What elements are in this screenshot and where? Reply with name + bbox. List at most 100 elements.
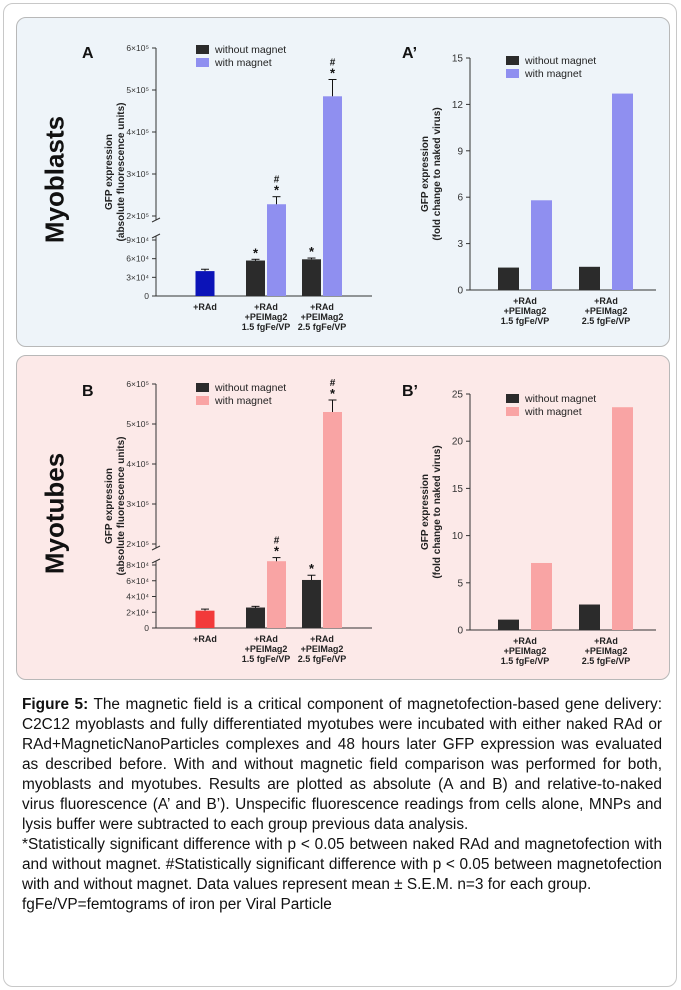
panel-B-category-label: +RAd (310, 634, 334, 644)
panel-B-y-tick-label: 5×10⁵ (126, 419, 149, 429)
panel-A-letter: A (82, 45, 94, 62)
panel-B-prime-y-tick-label: 10 (452, 531, 464, 542)
myoblasts-panel (16, 17, 670, 347)
chart-panel-A-prime: A’ 0 3 6 9 12 15 GFP expression (fold change to … (402, 45, 656, 326)
panel-B-prime-category-label: +PEIMag2 (585, 646, 628, 656)
panel-B-bar (267, 561, 286, 628)
panel-A-ylabel-line: (absolute fluorescence units) (116, 103, 127, 242)
panel-B-prime-y-tick-label: 5 (457, 578, 463, 589)
panel-A-prime-y-tick-label: 6 (457, 193, 463, 204)
panel-A-y-tick-label: 6×10⁴ (126, 254, 149, 264)
panel-B-legend-swatch-without (196, 383, 209, 392)
panel-A-prime-y-tick-label: 9 (457, 146, 463, 157)
chart-panel-B: B 0 2×10⁴ 4×10⁴ 6×10⁴ 8×10⁴ 2×10⁵ 3×10⁵ 4×10⁵ 5×1… (82, 378, 372, 664)
panel-B-significance-star: * (330, 386, 336, 401)
panel-B-prime-bar (612, 407, 633, 630)
panel-A-ylabel-line: GFP expression (104, 134, 115, 210)
panel-A-y-tick-label: 6×10⁵ (126, 43, 149, 53)
panel-B-legend-label-without: without magnet (214, 382, 286, 394)
panel-B-significance-hash: # (274, 536, 280, 547)
panel-A-axis-break-mark (151, 217, 161, 223)
panel-B-axis-break-mark (151, 558, 161, 564)
panel-A-bar (302, 259, 321, 296)
panel-B-prime-legend-label-without: without magnet (524, 393, 596, 405)
panel-B-prime-category-label: +PEIMag2 (504, 646, 547, 656)
panel-A-significance-star: * (309, 244, 315, 259)
panel-B-bar (195, 610, 215, 628)
panel-B-prime-y-tick-label: 25 (452, 390, 464, 401)
caption-significance-note: *Statistically significant difference wi… (22, 836, 662, 893)
panel-B-y-tick-label: 6×10⁵ (126, 379, 149, 389)
chart-panel-B-prime: B’ 0 5 10 15 20 25 GFP expression (fold change t… (402, 383, 656, 666)
panel-A-category-label: +PEIMag2 (245, 312, 288, 322)
panel-A-legend-swatch-with (196, 58, 209, 67)
panel-A-significance-star: * (253, 245, 259, 260)
panel-B-prime-category-label: 1.5 fgFe/VP (501, 656, 550, 666)
panel-B-category-label: 1.5 fgFe/VP (242, 654, 291, 664)
panel-A-prime-ylabel-line: (fold change to naked virus) (432, 107, 443, 240)
panel-B-prime-y-tick-label: 0 (457, 626, 463, 637)
figure-frame (3, 3, 677, 987)
panel-A-prime-legend-label-without: without magnet (524, 55, 596, 67)
panel-B-y-tick-label: 4×10⁴ (126, 592, 149, 602)
panel-A-y-tick-label: 9×10⁴ (126, 235, 149, 245)
panel-B-category-label: +PEIMag2 (245, 644, 288, 654)
panel-B-y-tick-label: 4×10⁵ (126, 459, 149, 469)
panel-A-prime-category-label: 1.5 fgFe/VP (501, 316, 550, 326)
panel-B-significance-star: * (274, 544, 280, 559)
panel-B-bar (302, 579, 321, 628)
panel-B-prime-legend-label-with: with magnet (524, 406, 582, 418)
panel-A-category-label: +RAd (193, 302, 217, 312)
panel-B-y-tick-label: 2×10⁴ (126, 607, 149, 617)
panel-B-prime-category-label: +RAd (594, 636, 618, 646)
panel-B-significance-star: * (309, 561, 315, 576)
panel-B-prime-bar (498, 619, 519, 630)
panel-A-prime-ylabel-line: GFP expression (420, 136, 431, 212)
caption-unit-note: fgFe/VP=femtograms of iron per Viral Par… (22, 896, 332, 913)
panel-B-category-label: 2.5 fgFe/VP (298, 654, 347, 664)
panel-B-y-tick-label: 8×10⁴ (126, 560, 149, 570)
panel-A-category-label: 2.5 fgFe/VP (298, 322, 347, 332)
panel-B-prime-legend-swatch-without (506, 394, 519, 403)
panel-A-bar (246, 260, 265, 296)
panel-B-category-label: +RAd (254, 634, 278, 644)
panel-A-y-tick-label: 3×10⁴ (126, 272, 149, 282)
panel-A-prime-legend-swatch-without (506, 56, 519, 65)
panel-A-axis-break-mark (151, 233, 161, 239)
panel-B-y-tick-label: 6×10⁴ (126, 576, 149, 586)
panel-B-prime-y-tick-label: 20 (452, 437, 464, 448)
panel-A-prime-category-label: +PEIMag2 (504, 306, 547, 316)
panel-A-prime-letter: A’ (402, 45, 417, 62)
panel-B-category-label: +PEIMag2 (301, 644, 344, 654)
panel-B-legend-swatch-with (196, 396, 209, 405)
panel-A-prime-legend-swatch-with (506, 69, 519, 78)
panel-B-prime-legend-swatch-with (506, 407, 519, 416)
panel-A-prime-category-label: +RAd (513, 296, 537, 306)
panel-A-prime-legend-label-with: with magnet (524, 68, 582, 80)
panel-B-ylabel-line: GFP expression (104, 468, 115, 544)
panel-B-y-tick-label: 2×10⁵ (126, 539, 149, 549)
panel-B-category-label: +RAd (193, 634, 217, 644)
panel-B-prime-letter: B’ (402, 383, 418, 400)
panel-A-legend-label-without: without magnet (214, 44, 286, 56)
panel-B-bar (323, 412, 342, 628)
panel-B-axis-break-mark (151, 545, 161, 551)
row-label-myoblasts: Myoblasts (39, 115, 70, 244)
panel-B-prime-bar (531, 562, 552, 630)
panel-A-bar (267, 204, 286, 296)
panel-A-category-label: +RAd (310, 302, 334, 312)
panel-A-bar (323, 96, 342, 296)
panel-B-prime-bar (579, 604, 600, 630)
panel-B-prime-ylabel-line: GFP expression (420, 474, 431, 550)
panel-A-category-label: +PEIMag2 (301, 312, 344, 322)
panel-A-prime-category-label: +PEIMag2 (585, 306, 628, 316)
panel-B-legend-label-with: with magnet (214, 395, 272, 407)
panel-B-y-tick-label: 3×10⁵ (126, 499, 149, 509)
panel-A-prime-y-tick-label: 3 (457, 239, 463, 250)
panel-A-prime-y-tick-label: 15 (452, 54, 464, 65)
panel-A-y-tick-label: 5×10⁵ (126, 85, 149, 95)
panel-A-significance-hash: # (274, 175, 280, 186)
panel-A-y-tick-label: 3×10⁵ (126, 169, 149, 179)
panel-A-significance-star: * (330, 66, 336, 81)
myotubes-panel (16, 355, 670, 680)
